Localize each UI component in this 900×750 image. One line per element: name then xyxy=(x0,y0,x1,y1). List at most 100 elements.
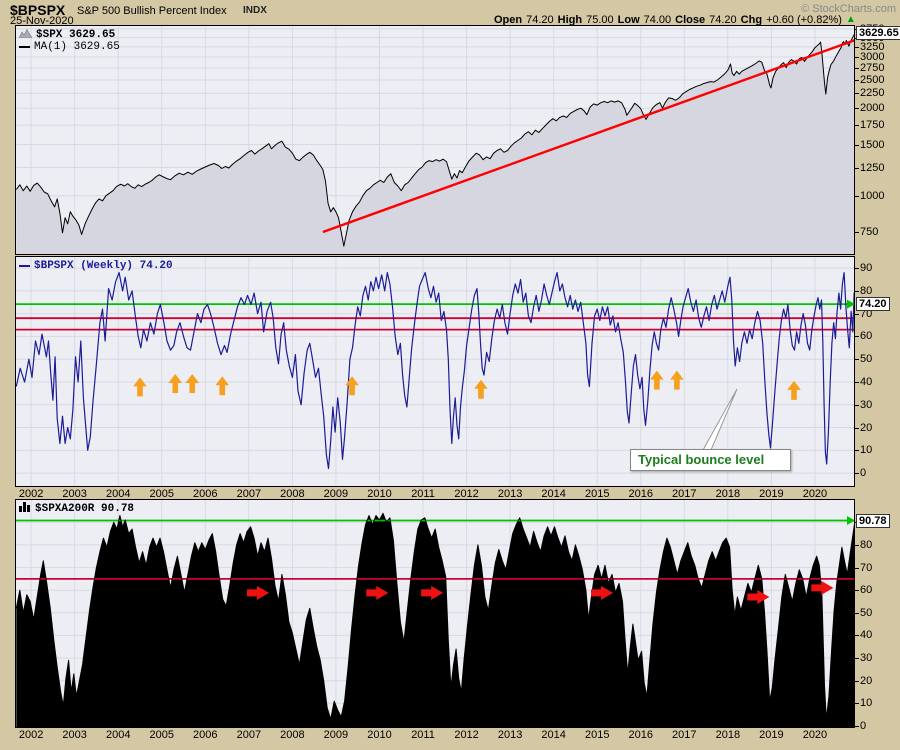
y-axis-tick-label: 1000 xyxy=(860,189,885,202)
x-axis-year-label: 2013 xyxy=(497,729,523,741)
orange-up-arrow xyxy=(345,376,359,396)
quote-summary: Open 74.20 High 75.00 Low 74.00 Close 74… xyxy=(494,14,856,26)
x-axis-year-label: 2017 xyxy=(672,487,697,500)
y-axis-tick-label: 40 xyxy=(860,629,873,642)
y-axis-tick-label: 2000 xyxy=(860,102,885,115)
orange-up-arrow xyxy=(474,379,488,399)
copyright-label: © StockCharts.com xyxy=(801,3,896,15)
y-axis-tick-label: 30 xyxy=(860,652,873,665)
y-axis-tick-mark xyxy=(855,658,859,660)
y-axis-tick-mark xyxy=(855,313,859,315)
x-axis-year-label: 2017 xyxy=(672,729,697,741)
red-right-arrow xyxy=(246,585,269,600)
y-axis-tick-mark xyxy=(855,612,859,614)
y-axis-tick-mark xyxy=(855,231,859,233)
x-axis-year-label: 2009 xyxy=(323,487,349,500)
y-axis-tick-mark xyxy=(855,359,859,361)
histogram-icon xyxy=(19,502,31,516)
chart-date: 25-Nov-2020 xyxy=(10,15,74,27)
y-axis-tick-label: 2500 xyxy=(860,74,885,87)
y-axis-tick-mark xyxy=(855,590,859,592)
x-axis-year-label: 2002 xyxy=(18,487,44,500)
x-axis-year-label: 2015 xyxy=(584,487,610,500)
y-axis-tick-mark xyxy=(855,427,859,429)
y-axis-tick-mark xyxy=(855,404,859,406)
high-label: High xyxy=(557,14,583,26)
spxa200r-legend-label: $SPXA200R 90.78 xyxy=(35,503,135,515)
y-axis-tick-label: 20 xyxy=(860,674,873,687)
x-axis-year-label: 2004 xyxy=(105,487,131,500)
x-axis-year-label: 2004 xyxy=(105,729,131,741)
x-axis-year-label: 2007 xyxy=(236,729,262,741)
y-axis-tick-label: 80 xyxy=(860,284,873,297)
y-axis-tick-label: 1500 xyxy=(860,138,885,151)
x-axis-year-label: 2011 xyxy=(411,487,435,500)
x-axis-year-label: 2015 xyxy=(584,729,610,741)
y-axis-tick-label: 70 xyxy=(860,561,873,574)
orange-up-arrow xyxy=(670,370,684,390)
open-label: Open xyxy=(494,14,523,26)
y-axis-tick-label: 40 xyxy=(860,375,873,388)
y-axis-tick-label: 3000 xyxy=(860,51,885,64)
red-right-arrow xyxy=(811,580,834,595)
y-axis-tick-mark xyxy=(855,108,859,110)
x-axis-year-label: 2011 xyxy=(411,729,435,741)
symbol-title: $BPSPX xyxy=(10,2,66,18)
y-axis-tick-mark xyxy=(855,167,859,169)
y-axis-tick-label: 10 xyxy=(860,697,873,710)
x-axis-year-label: 2003 xyxy=(62,729,87,741)
y-axis-tick-mark xyxy=(855,144,859,146)
y-axis-tick-label: 20 xyxy=(860,421,873,434)
red-right-arrow xyxy=(747,589,770,604)
spx-price-label: 3629.65 xyxy=(856,25,900,40)
x-axis-year-label: 2005 xyxy=(149,487,174,500)
symbol-name: S&P 500 Bullish Percent Index xyxy=(77,5,227,17)
y-axis-tick-mark xyxy=(855,57,859,59)
ma-legend: MA(1) 3629.65 xyxy=(19,41,120,53)
orange-up-arrow xyxy=(787,380,801,400)
y-axis-tick-mark xyxy=(855,80,859,82)
y-axis-tick-mark xyxy=(855,703,859,705)
change-up-icon: ▲ xyxy=(845,14,856,25)
x-axis-year-label: 2006 xyxy=(193,487,218,500)
bpspx-legend: $BPSPX (Weekly) 74.20 xyxy=(19,260,173,272)
y-axis-tick-mark xyxy=(855,46,859,48)
low-label: Low xyxy=(617,14,640,26)
x-axis-year-label: 2012 xyxy=(454,729,479,741)
y-axis-tick-mark xyxy=(855,195,859,197)
orange-up-arrow xyxy=(650,370,664,390)
y-axis-tick-label: 1250 xyxy=(860,161,885,174)
y-axis-tick-label: 1750 xyxy=(860,119,885,132)
y-axis-tick-mark xyxy=(855,290,859,292)
chg-label: Chg xyxy=(740,14,763,26)
x-axis-year-label: 2014 xyxy=(541,487,566,500)
y-axis-tick-label: 2250 xyxy=(860,87,885,100)
x-axis-year-label: 2016 xyxy=(628,729,653,741)
close-value: 74.20 xyxy=(709,14,737,26)
x-axis-year-label: 2008 xyxy=(280,729,305,741)
exchange-label: INDX xyxy=(243,5,267,16)
x-axis-year-label: 2005 xyxy=(149,729,174,741)
y-axis-tick-label: 50 xyxy=(860,353,873,366)
spx-legend-label: $SPX 3629.65 xyxy=(36,29,116,41)
red-right-arrow xyxy=(590,585,613,600)
x-axis-year-label: 2016 xyxy=(628,487,653,500)
y-axis-tick-label: 50 xyxy=(860,606,873,619)
y-axis-tick-mark xyxy=(855,93,859,95)
x-axis-year-label: 2009 xyxy=(323,729,349,741)
y-axis-tick-mark xyxy=(855,381,859,383)
x-axis-year-label: 2018 xyxy=(715,487,741,500)
orange-up-arrow xyxy=(185,374,200,394)
y-axis-tick-mark xyxy=(855,336,859,338)
ma-legend-label: MA(1) 3629.65 xyxy=(34,41,120,53)
spxa200r-price-label: 90.78 xyxy=(856,513,890,528)
typical-bounce-level-annotation: Typical bounce level xyxy=(630,449,791,471)
red-right-arrow xyxy=(421,585,444,600)
spx-legend: $SPX 3629.65 xyxy=(18,28,116,42)
x-axis-year-label: 2014 xyxy=(541,729,566,741)
y-axis-tick-mark xyxy=(855,680,859,682)
y-axis-tick-label: 60 xyxy=(860,584,873,597)
red-right-arrow xyxy=(366,585,389,600)
y-axis-tick-label: 0 xyxy=(860,467,867,480)
